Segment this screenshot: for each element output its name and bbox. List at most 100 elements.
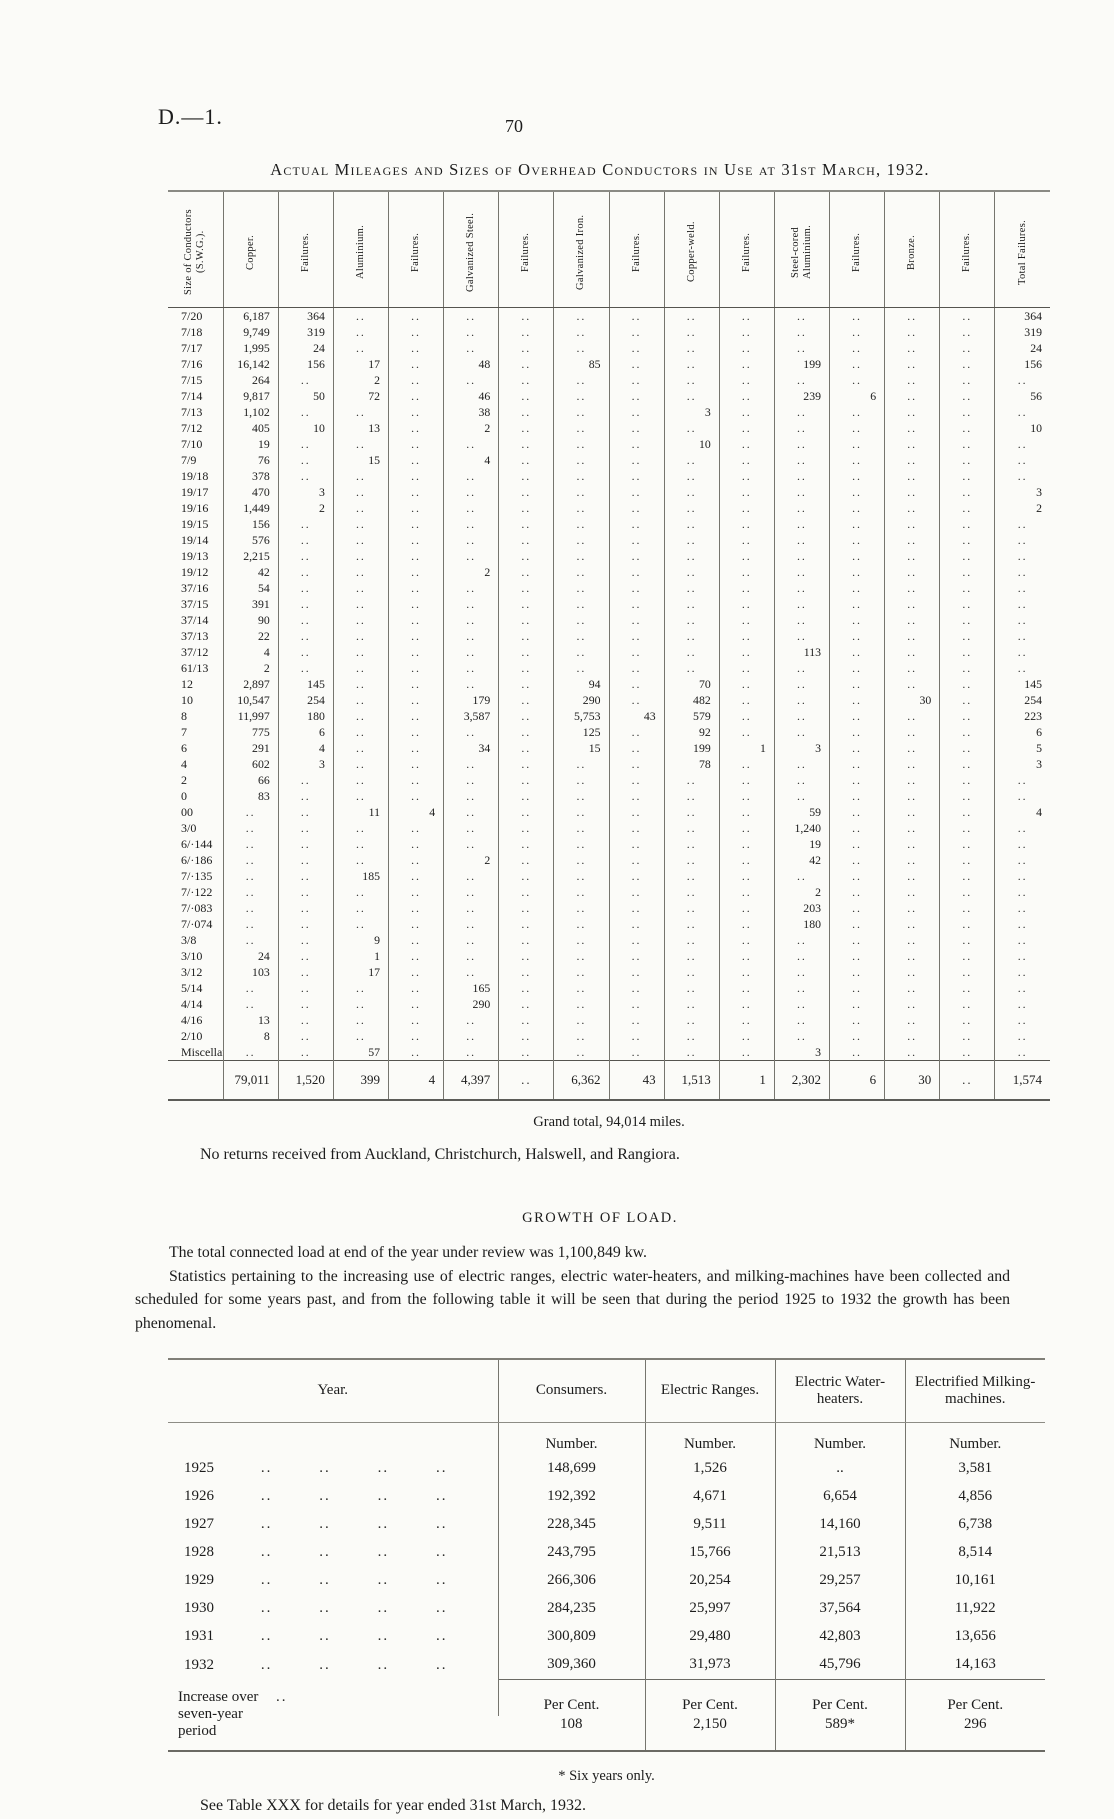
value-cell: 57 (332, 1044, 389, 1061)
value-cell: .. (828, 788, 885, 804)
value-cell: .. (773, 676, 830, 692)
value-cell: .. (332, 596, 389, 612)
value-cell: .. (387, 756, 444, 772)
size-label: 19/18 (181, 468, 209, 483)
value-cell: .. (443, 788, 499, 804)
growth-value-cell: 4,856 (904, 1482, 1045, 1511)
growth-value-cell: 228,345 (497, 1510, 645, 1539)
size-label: 7/15 (181, 372, 203, 387)
dot-leader: .. (377, 1488, 390, 1505)
value-cell: .. (884, 1044, 940, 1061)
value-cell: .. (663, 660, 720, 676)
value-cell: .. (994, 948, 1050, 964)
value-cell: .. (939, 932, 995, 948)
value-cell: .. (663, 356, 720, 372)
value-cell: .. (718, 644, 775, 660)
column-header: Size of Conductors (S.W.G.). (168, 191, 224, 308)
totals-cell: 6 (828, 1060, 885, 1100)
value-cell: 3 (994, 756, 1050, 772)
column-header-label: Galvanized Iron. (575, 214, 587, 290)
value-cell: 239 (773, 388, 830, 404)
growth-column-header: Electric Ranges. (644, 1358, 775, 1423)
value-cell: .. (828, 980, 885, 996)
value-cell: .. (387, 996, 444, 1012)
value-cell: 156 (277, 356, 334, 372)
value-cell: .. (718, 708, 775, 724)
unit-row: Number. Number. Number. Number. (168, 1422, 1045, 1455)
totals-cell: .. (939, 1060, 995, 1100)
table-row: 19/15..156............................ (168, 516, 1050, 532)
size-cell: 2/10.. (168, 1028, 223, 1044)
value-cell: .. (828, 340, 885, 356)
value-cell: .. (939, 372, 995, 388)
table-row: 3/12..103..17........................ (168, 964, 1050, 980)
value-cell: .. (332, 820, 389, 836)
column-header: Copper-weld. (663, 191, 720, 308)
size-cell: 37/14.. (168, 612, 223, 628)
value-cell: .. (277, 900, 334, 916)
value-cell: .. (387, 516, 444, 532)
value-cell: .. (608, 756, 665, 772)
value-cell: .. (277, 948, 334, 964)
value-cell: 24 (222, 948, 279, 964)
unit-label-cell: Number. (774, 1422, 905, 1455)
value-cell: .. (553, 884, 609, 900)
value-cell: .. (828, 948, 885, 964)
value-cell: .. (994, 932, 1050, 948)
value-cell: .. (553, 532, 609, 548)
value-cell: .. (498, 340, 554, 356)
value-cell: .. (277, 596, 334, 612)
value-cell: 1 (332, 948, 389, 964)
increase-label: Increase over seven-year period (178, 1688, 259, 1739)
see-table-note: See Table XXX for details for year ended… (200, 1796, 587, 1814)
value-cell: .. (828, 564, 885, 580)
table-row: 19/12..42......2.................... (168, 564, 1050, 580)
table-row: 3/10..24..1........................ (168, 948, 1050, 964)
value-cell: .. (994, 564, 1050, 580)
size-label: Miscellaneous (181, 1044, 223, 1059)
value-cell: .. (498, 676, 554, 692)
value-cell: .. (553, 852, 609, 868)
value-cell: .. (553, 324, 609, 340)
value-cell: .. (277, 820, 334, 836)
value-cell: .. (553, 420, 609, 436)
value-cell: .. (443, 500, 499, 516)
value-cell: .. (939, 307, 995, 324)
value-cell: .. (553, 660, 609, 676)
value-cell: .. (553, 580, 609, 596)
value-cell: .. (608, 404, 665, 420)
dot-leader: .. (260, 1572, 273, 1589)
value-cell: .. (387, 964, 444, 980)
value-cell: .. (828, 692, 885, 708)
value-cell: .. (608, 596, 665, 612)
value-cell: .. (277, 1012, 334, 1028)
value-cell: .. (663, 596, 720, 612)
value-cell: 291 (222, 740, 279, 756)
value-cell: .. (828, 1012, 885, 1028)
growth-table-row: 1927........ 228,345 9,511 14,160 6,738 (168, 1510, 1045, 1539)
table-row: 7/10..19..............10............ (168, 436, 1050, 452)
value-cell: .. (608, 900, 665, 916)
growth-value-cell: 1,526 (644, 1454, 775, 1483)
dot-leader: .. (436, 1544, 448, 1561)
value-cell: .. (828, 772, 885, 788)
value-cell: .. (718, 1044, 775, 1061)
value-cell: .. (387, 388, 444, 404)
year-leader: 1932........ (174, 1657, 492, 1674)
value-cell: .. (884, 804, 940, 820)
value-cell: .. (443, 756, 499, 772)
size-label: 19/17 (181, 484, 209, 499)
size-cell: 4.. (168, 756, 223, 772)
value-cell: .. (387, 900, 444, 916)
year-cell: 1931........ (168, 1623, 498, 1651)
table-row: 10..10,547254....179..290..482......30..… (168, 692, 1050, 708)
value-cell: .. (884, 868, 940, 884)
column-header-label: Galvanized Steel. (465, 212, 477, 292)
dot-leader: .. (377, 1656, 390, 1673)
value-cell: .. (994, 628, 1050, 644)
value-cell: .. (277, 660, 334, 676)
value-cell: 34 (443, 740, 499, 756)
value-cell: .. (443, 516, 499, 532)
value-cell: .. (553, 820, 609, 836)
size-cell: 7/·074.. (168, 916, 223, 932)
